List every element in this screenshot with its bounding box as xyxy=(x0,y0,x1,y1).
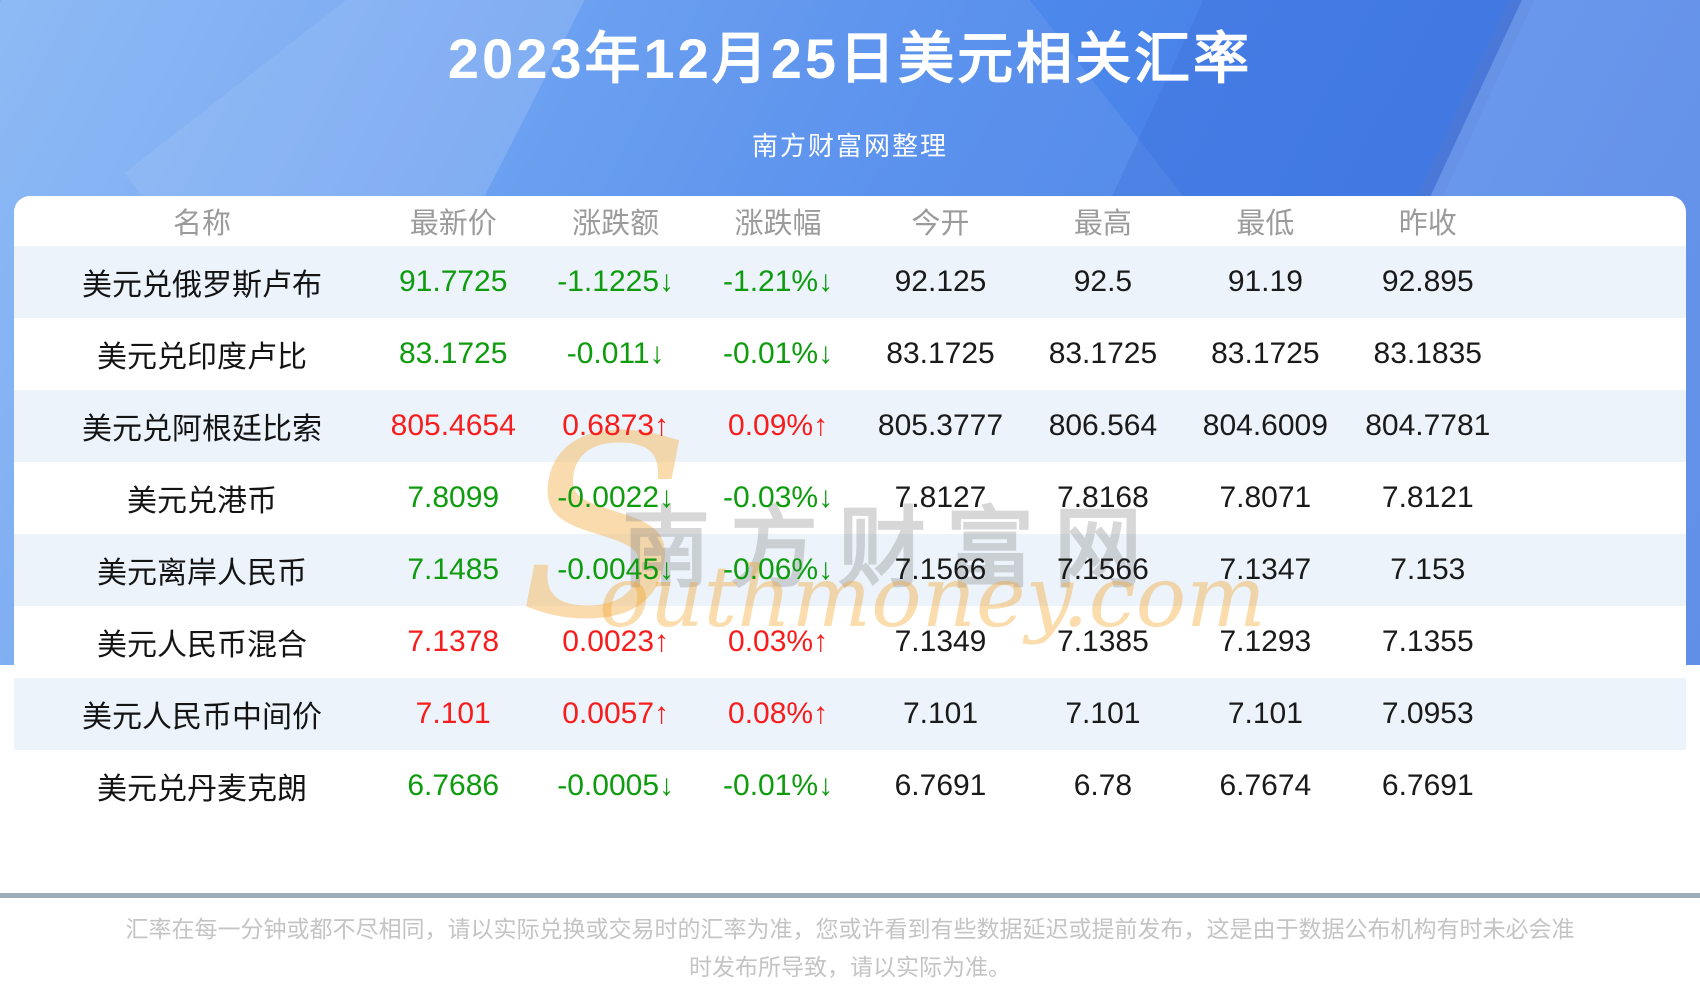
cell-low: 7.1293 xyxy=(1219,625,1312,658)
table-row: 美元人民币中间价 7.101 0.0057↑ 0.08%↑ 7.101 7.101 7.10… xyxy=(14,678,1686,750)
cell-high: 7.1385 xyxy=(1057,625,1149,658)
cell-low: 7.1347 xyxy=(1219,553,1312,586)
cell-high: 7.1566 xyxy=(1057,553,1149,586)
cell-open: 7.1566 xyxy=(894,553,987,586)
cell-open: 7.8127 xyxy=(894,481,987,514)
cell-prev_close: 7.153 xyxy=(1390,553,1466,586)
cell-high: 806.564 xyxy=(1048,409,1158,442)
cell-name: 美元兑港币 xyxy=(127,485,277,518)
cell-change: -0.011↓ xyxy=(566,337,665,370)
cell-prev_close: 7.1355 xyxy=(1381,625,1474,658)
table-row: 美元兑俄罗斯卢布 91.7725 -1.1225↓ -1.21%↓ 92.125 92.5… xyxy=(14,246,1686,318)
cell-prev_close: 83.1835 xyxy=(1373,337,1482,370)
cell-name: 美元离岸人民币 xyxy=(97,557,307,590)
column-header-5: 最高 xyxy=(1073,208,1132,240)
table-rows: 美元兑俄罗斯卢布 91.7725 -1.1225↓ -1.21%↓ 92.125 92.5… xyxy=(14,246,1686,822)
column-header-3: 涨跌幅 xyxy=(734,208,822,240)
cell-name: 美元兑俄罗斯卢布 xyxy=(82,269,322,302)
cell-low: 91.19 xyxy=(1227,265,1303,298)
cell-change_pct: -1.21%↓ xyxy=(723,265,834,298)
cell-latest: 7.1378 xyxy=(407,625,500,658)
cell-open: 7.101 xyxy=(902,697,979,730)
cell-low: 7.8071 xyxy=(1219,481,1312,514)
cell-change_pct: 0.03%↑ xyxy=(728,625,829,658)
page-title: 2023年12月25日美元相关汇率 xyxy=(447,27,1253,90)
cell-name: 美元人民币中间价 xyxy=(82,701,322,734)
cell-change: -0.0045↓ xyxy=(557,553,674,586)
cell-latest: 7.101 xyxy=(415,697,491,730)
table-row: 美元兑阿根廷比索 805.4654 0.6873↑ 0.09%↑ 805.3777 806… xyxy=(14,390,1686,462)
cell-change: 0.6873↑ xyxy=(562,409,670,442)
cell-prev_close: 7.0953 xyxy=(1381,697,1474,730)
cell-change: 0.0023↑ xyxy=(562,625,670,658)
cell-prev_close: 804.7781 xyxy=(1365,409,1491,442)
cell-low: 83.1725 xyxy=(1211,337,1320,370)
table-row: 美元离岸人民币 7.1485 -0.0045↓ -0.06%↓ 7.1566 7.1566… xyxy=(14,534,1686,606)
table-header-row: 名称 最新价 涨跌额 涨跌幅 今开 最高 最低 昨收 xyxy=(14,196,1686,246)
rates-table-card: 名称 最新价 涨跌额 涨跌幅 今开 最高 最低 昨收 美元兑俄罗斯卢布 91.7725 -1.12… xyxy=(14,196,1686,893)
cell-latest: 91.7725 xyxy=(398,265,508,298)
cell-name: 美元人民币混合 xyxy=(97,629,307,662)
cell-change_pct: 0.09%↑ xyxy=(728,409,829,442)
column-header-2: 涨跌额 xyxy=(572,208,660,240)
cell-low: 6.7674 xyxy=(1219,769,1312,802)
cell-change: 0.0057↑ xyxy=(562,697,670,730)
cell-change: -1.1225↓ xyxy=(557,265,674,298)
cell-high: 7.8168 xyxy=(1057,481,1149,514)
cell-open: 83.1725 xyxy=(886,337,995,370)
footer-divider xyxy=(0,893,1700,898)
table-row: 美元兑丹麦克朗 6.7686 -0.0005↓ -0.01%↓ 6.7691 6.78 6.… xyxy=(14,750,1686,822)
cell-prev_close: 92.895 xyxy=(1381,265,1474,298)
cell-open: 805.3777 xyxy=(877,409,1004,442)
cell-prev_close: 6.7691 xyxy=(1381,769,1474,802)
cell-latest: 7.8099 xyxy=(407,481,500,514)
footer-disclaimer: 汇率在每一分钟或都不尽相同，请以实际兑换或交易时的汇率为准，您或许看到有些数据延… xyxy=(0,910,1700,986)
cell-prev_close: 7.8121 xyxy=(1381,481,1474,514)
column-header-6: 最低 xyxy=(1236,208,1295,240)
cell-high: 7.101 xyxy=(1065,697,1141,730)
footer-disclaimer-text: 汇率在每一分钟或都不尽相同，请以实际兑换或交易时的汇率为准，您或许看到有些数据延… xyxy=(125,916,1575,980)
column-header-4: 今开 xyxy=(911,208,970,240)
table-row: 美元兑印度卢比 83.1725 -0.011↓ -0.01%↓ 83.1725 83.17… xyxy=(14,318,1686,390)
cell-name: 美元兑阿根廷比索 xyxy=(82,413,322,446)
cell-change_pct: -0.01%↓ xyxy=(723,769,834,802)
cell-latest: 83.1725 xyxy=(398,337,508,370)
table-row: 美元兑港币 7.8099 -0.0022↓ -0.03%↓ 7.8127 7.8168 7.… xyxy=(14,462,1686,534)
cell-latest: 6.7686 xyxy=(407,769,500,802)
cell-high: 6.78 xyxy=(1073,769,1133,802)
cell-change_pct: -0.03%↓ xyxy=(723,481,834,514)
cell-low: 7.101 xyxy=(1227,697,1303,730)
cell-open: 6.7691 xyxy=(894,769,987,802)
cell-open: 7.1349 xyxy=(894,625,987,658)
column-header-7: 昨收 xyxy=(1398,208,1457,240)
cell-change: -0.0005↓ xyxy=(557,769,674,802)
cell-change_pct: -0.01%↓ xyxy=(723,337,834,370)
table-row: 美元人民币混合 7.1378 0.0023↑ 0.03%↑ 7.1349 7.1385 7.… xyxy=(14,606,1686,678)
column-header-1: 最新价 xyxy=(409,208,497,240)
page-subtitle: 南方财富网整理 xyxy=(751,131,948,161)
cell-name: 美元兑印度卢比 xyxy=(97,341,307,374)
cell-change: -0.0022↓ xyxy=(557,481,674,514)
cell-change_pct: -0.06%↓ xyxy=(723,553,834,586)
cell-low: 804.6009 xyxy=(1202,409,1328,442)
cell-latest: 805.4654 xyxy=(390,409,516,442)
column-header-0: 名称 xyxy=(172,208,231,240)
cell-high: 83.1725 xyxy=(1048,337,1158,370)
cell-change_pct: 0.08%↑ xyxy=(728,697,829,730)
cell-latest: 7.1485 xyxy=(407,553,500,586)
cell-name: 美元兑丹麦克朗 xyxy=(97,773,307,806)
cell-open: 92.125 xyxy=(894,265,987,298)
cell-high: 92.5 xyxy=(1073,265,1133,298)
